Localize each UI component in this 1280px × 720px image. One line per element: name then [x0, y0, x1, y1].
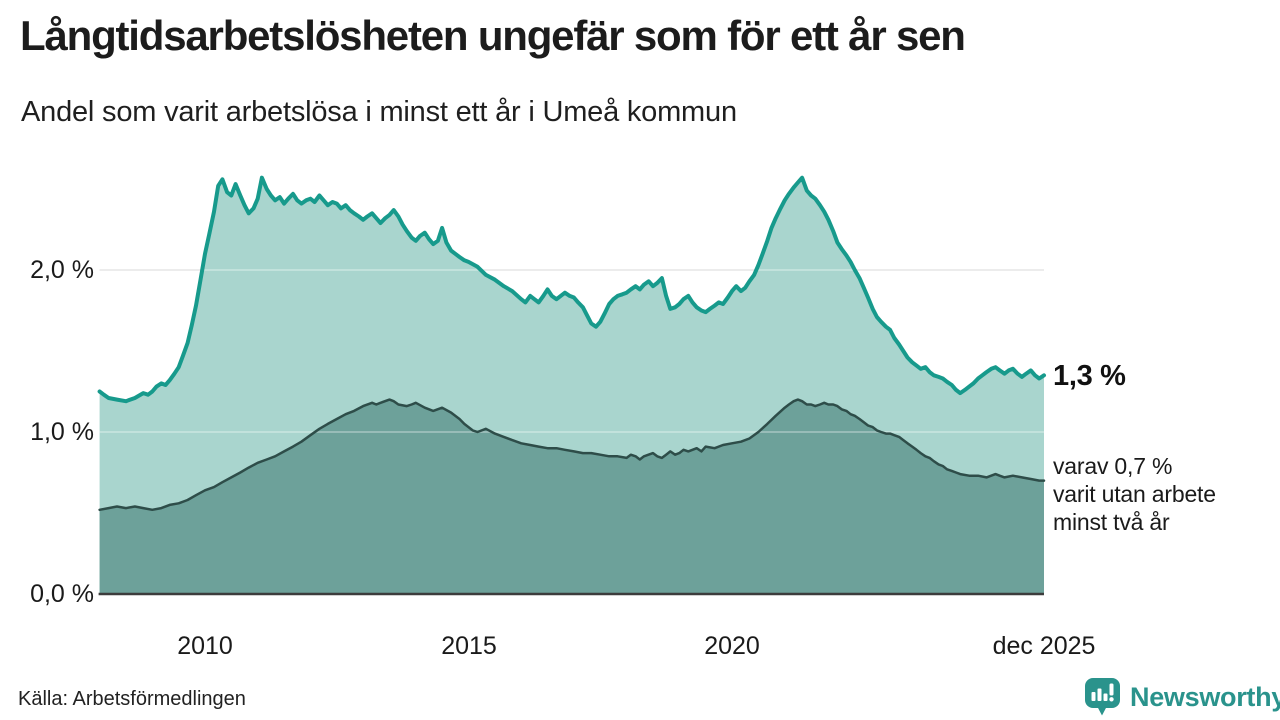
- y-axis-label-0: 0,0 %: [30, 580, 94, 608]
- x-axis-label-2015: 2015: [441, 632, 497, 660]
- newsworthy-logo: Newsworthy: [1084, 677, 1280, 717]
- area-two-years: [99, 399, 1045, 594]
- newsworthy-logo-text: Newsworthy: [1130, 681, 1280, 712]
- newsworthy-bubble-chart-icon: [1084, 677, 1121, 717]
- y-axis-label-1: 1,0 %: [30, 418, 94, 446]
- source-note: Källa: Arbetsförmedlingen: [18, 688, 246, 710]
- y-axis-label-2: 2,0 %: [30, 256, 94, 284]
- x-axis-label-2020: 2020: [704, 632, 760, 660]
- latest-value-annotation: 1,3 %: [1053, 360, 1126, 392]
- line-two-years: [98, 398, 1046, 512]
- x-axis-label-2010: 2010: [177, 632, 233, 660]
- page-title: Långtidsarbetslösheten ungefär som för e…: [20, 12, 966, 59]
- x-axis-label-dec-2025: dec 2025: [992, 632, 1096, 660]
- two-year-annotation: varav 0,7 % varit utan arbete minst två …: [1053, 453, 1216, 535]
- line-total: [97, 175, 1046, 404]
- chart-subtitle: Andel som varit arbetslösa i minst ett å…: [21, 96, 737, 128]
